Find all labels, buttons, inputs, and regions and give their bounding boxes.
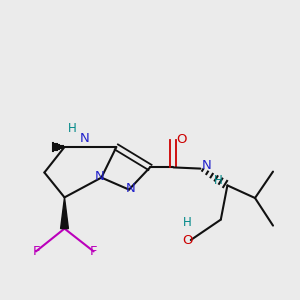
Text: H: H xyxy=(214,173,223,187)
Text: N: N xyxy=(126,182,135,195)
Text: H: H xyxy=(183,216,192,229)
Text: F: F xyxy=(90,245,97,258)
Text: F: F xyxy=(32,245,40,258)
Text: N: N xyxy=(80,131,89,145)
Text: N: N xyxy=(95,169,105,183)
Text: N: N xyxy=(202,159,212,172)
Polygon shape xyxy=(61,197,68,229)
Text: O: O xyxy=(182,233,193,247)
Text: O: O xyxy=(176,133,187,146)
Text: H: H xyxy=(68,122,77,135)
